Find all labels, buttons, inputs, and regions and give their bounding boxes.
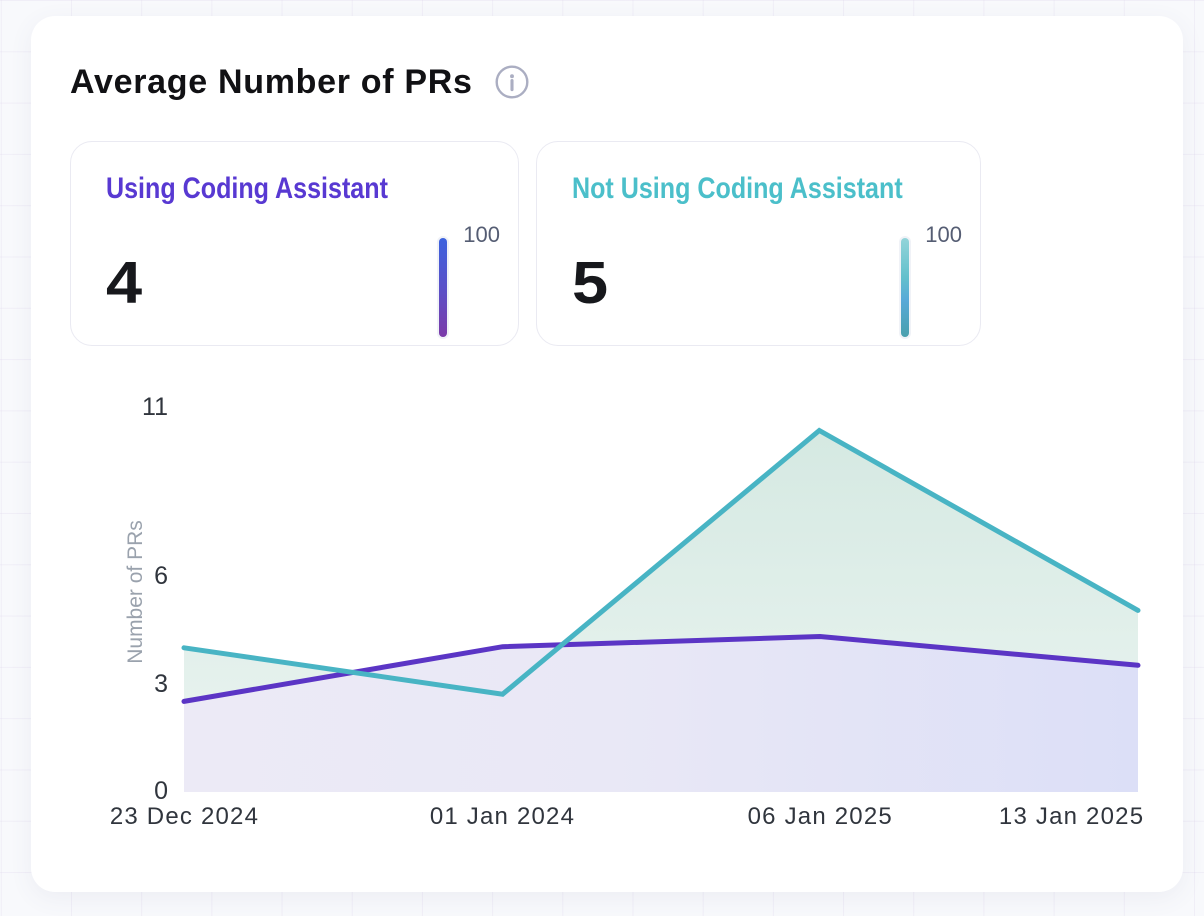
- svg-text:23 Dec 2024: 23 Dec 2024: [110, 803, 259, 830]
- svg-text:6: 6: [154, 562, 168, 590]
- svg-text:13 Jan 2025: 13 Jan 2025: [999, 803, 1144, 830]
- svg-text:3: 3: [154, 670, 168, 698]
- svg-text:06 Jan 2025: 06 Jan 2025: [748, 803, 893, 830]
- svg-text:01 Jan 2024: 01 Jan 2024: [430, 803, 575, 830]
- svg-text:11: 11: [142, 393, 168, 421]
- svg-text:Number of PRs: Number of PRs: [124, 520, 147, 664]
- svg-text:0: 0: [154, 777, 168, 805]
